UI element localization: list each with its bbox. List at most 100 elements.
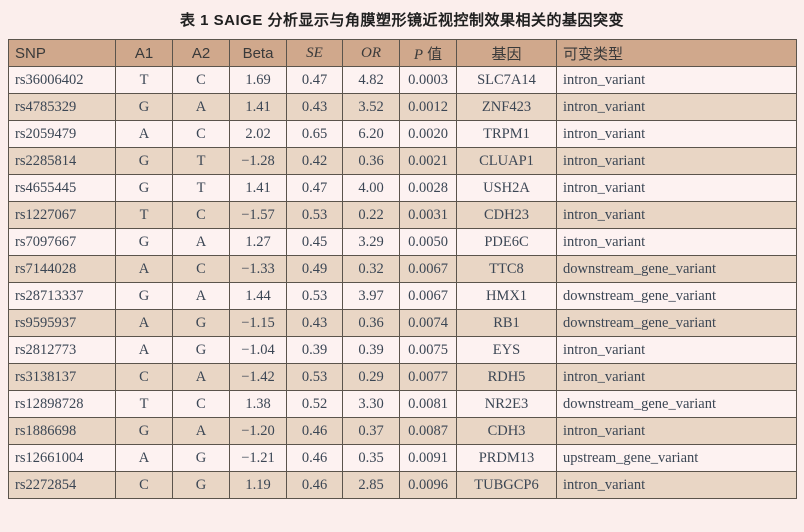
cell-beta: 1.44: [229, 282, 287, 310]
cell-variant: intron_variant: [556, 363, 797, 391]
cell-a1: G: [115, 228, 173, 256]
column-header-snp: SNP: [8, 39, 116, 67]
cell-variant: intron_variant: [556, 417, 797, 445]
cell-se: 0.49: [286, 255, 343, 283]
cell-a1: T: [115, 201, 173, 229]
table-row: rs2272854 C G 1.19 0.46 2.85 0.0096 TUBGCP6 intr…: [8, 471, 797, 499]
cell-gene: CDH23: [456, 201, 557, 229]
cell-beta: −1.15: [229, 309, 287, 337]
cell-gene: CLUAP1: [456, 147, 557, 175]
cell-a1: A: [115, 120, 173, 148]
cell-beta: −1.28: [229, 147, 287, 175]
cell-a1: A: [115, 336, 173, 364]
table-row: rs3138137 C A −1.42 0.53 0.29 0.0077 RDH5 intron…: [8, 363, 797, 391]
cell-a2: A: [172, 363, 230, 391]
cell-p: 0.0081: [399, 390, 457, 418]
cell-se: 0.53: [286, 201, 343, 229]
cell-snp: rs9595937: [8, 309, 116, 337]
cell-a1: T: [115, 390, 173, 418]
cell-or: 3.97: [342, 282, 400, 310]
cell-or: 4.00: [342, 174, 400, 202]
cell-variant: intron_variant: [556, 336, 797, 364]
cell-beta: 1.27: [229, 228, 287, 256]
cell-gene: NR2E3: [456, 390, 557, 418]
cell-or: 0.37: [342, 417, 400, 445]
cell-snp: rs12898728: [8, 390, 116, 418]
table-row: rs2059479 A C 2.02 0.65 6.20 0.0020 TRPM1 intron…: [8, 120, 797, 148]
column-header-gene: 基因: [456, 39, 557, 67]
cell-a1: T: [115, 66, 173, 94]
cell-beta: −1.42: [229, 363, 287, 391]
cell-a1: G: [115, 174, 173, 202]
cell-a2: T: [172, 147, 230, 175]
cell-variant: intron_variant: [556, 66, 797, 94]
cell-or: 0.36: [342, 309, 400, 337]
cell-a1: G: [115, 147, 173, 175]
cell-a2: G: [172, 336, 230, 364]
cell-snp: rs36006402: [8, 66, 116, 94]
cell-p: 0.0067: [399, 255, 457, 283]
column-header-beta: Beta: [229, 39, 287, 67]
cell-a2: A: [172, 417, 230, 445]
cell-or: 0.29: [342, 363, 400, 391]
cell-se: 0.65: [286, 120, 343, 148]
column-header-se: SE: [286, 39, 343, 67]
cell-snp: rs3138137: [8, 363, 116, 391]
cell-se: 0.43: [286, 93, 343, 121]
cell-gene: RDH5: [456, 363, 557, 391]
cell-snp: rs7097667: [8, 228, 116, 256]
cell-a1: C: [115, 363, 173, 391]
cell-gene: TUBGCP6: [456, 471, 557, 499]
cell-snp: rs1227067: [8, 201, 116, 229]
cell-se: 0.46: [286, 471, 343, 499]
cell-or: 3.29: [342, 228, 400, 256]
cell-gene: RB1: [456, 309, 557, 337]
cell-a1: G: [115, 93, 173, 121]
table-row: rs2812773 A G −1.04 0.39 0.39 0.0075 EYS intron_…: [8, 336, 797, 364]
cell-p: 0.0067: [399, 282, 457, 310]
cell-or: 2.85: [342, 471, 400, 499]
cell-variant: intron_variant: [556, 174, 797, 202]
cell-or: 0.22: [342, 201, 400, 229]
cell-variant: intron_variant: [556, 120, 797, 148]
cell-se: 0.46: [286, 444, 343, 472]
cell-or: 0.39: [342, 336, 400, 364]
cell-beta: 1.41: [229, 174, 287, 202]
cell-se: 0.47: [286, 66, 343, 94]
cell-p: 0.0074: [399, 309, 457, 337]
column-header-variant: 可变类型: [556, 39, 797, 67]
cell-p: 0.0075: [399, 336, 457, 364]
cell-snp: rs2812773: [8, 336, 116, 364]
cell-variant: intron_variant: [556, 471, 797, 499]
table-row: rs7144028 A C −1.33 0.49 0.32 0.0067 TTC8 downst…: [8, 255, 797, 283]
table-row: rs9595937 A G −1.15 0.43 0.36 0.0074 RB1 downstr…: [8, 309, 797, 337]
cell-variant: downstream_gene_variant: [556, 309, 797, 337]
cell-p: 0.0031: [399, 201, 457, 229]
cell-variant: intron_variant: [556, 228, 797, 256]
cell-snp: rs2272854: [8, 471, 116, 499]
cell-se: 0.52: [286, 390, 343, 418]
table-header: SNP A1 A2 Beta SE OR P 值基因 可变类型: [8, 39, 797, 67]
cell-gene: EYS: [456, 336, 557, 364]
cell-beta: −1.21: [229, 444, 287, 472]
cell-a2: C: [172, 201, 230, 229]
cell-or: 3.30: [342, 390, 400, 418]
table-row: rs4655445 G T 1.41 0.47 4.00 0.0028 USH2A intron…: [8, 174, 797, 202]
table-row: rs1227067 T C −1.57 0.53 0.22 0.0031 CDH23 intro…: [8, 201, 797, 229]
cell-a2: A: [172, 282, 230, 310]
table-row: rs36006402 T C 1.69 0.47 4.82 0.0003 SLC7A14 int…: [8, 66, 797, 94]
table-title: 表 1 SAIGE 分析显示与角膜塑形镜近视控制效果相关的基因突变: [179, 12, 625, 29]
cell-se: 0.53: [286, 282, 343, 310]
snp-results-table: SNP A1 A2 Beta SE OR P 值基因 可变类型 rs36006402 T C 1.6…: [8, 39, 797, 499]
table-row: rs4785329 G A 1.41 0.43 3.52 0.0012 ZNF423 intro…: [8, 93, 797, 121]
cell-p: 0.0087: [399, 417, 457, 445]
cell-p: 0.0077: [399, 363, 457, 391]
cell-p: 0.0091: [399, 444, 457, 472]
cell-snp: rs2059479: [8, 120, 116, 148]
cell-gene: PDE6C: [456, 228, 557, 256]
cell-gene: SLC7A14: [456, 66, 557, 94]
cell-snp: rs28713337: [8, 282, 116, 310]
cell-se: 0.47: [286, 174, 343, 202]
cell-beta: 1.38: [229, 390, 287, 418]
cell-gene: ZNF423: [456, 93, 557, 121]
